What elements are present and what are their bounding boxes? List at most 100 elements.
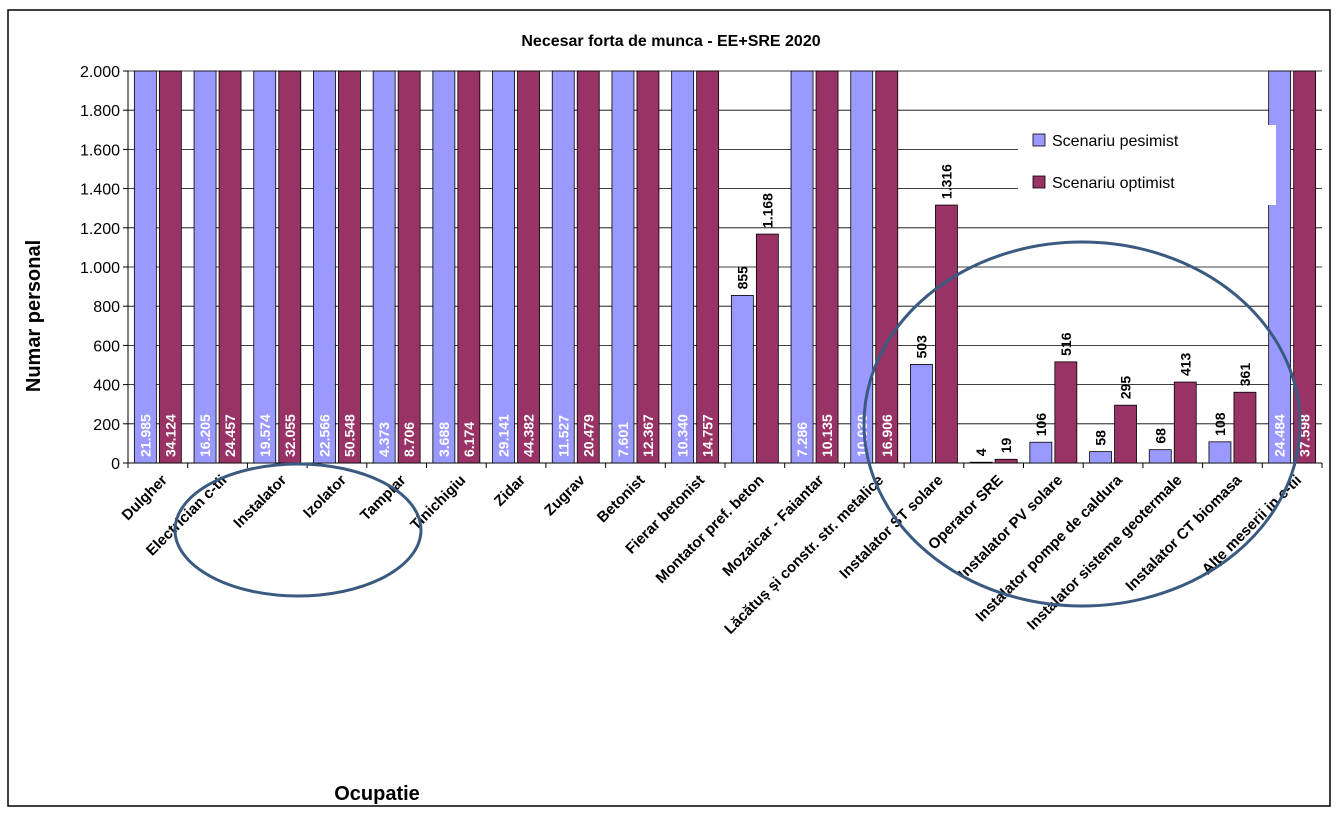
data-label: 108	[1212, 412, 1228, 436]
data-label: 7.601	[615, 422, 631, 457]
data-label: 50.548	[341, 414, 357, 457]
bar-pesimist	[1029, 441, 1053, 464]
y-tick-label: 2.000	[80, 64, 120, 81]
bar-pesimist	[1148, 449, 1172, 464]
data-label: 503	[913, 335, 929, 359]
data-label: 10.135	[819, 414, 835, 457]
y-tick-label: 600	[93, 338, 120, 355]
data-label: 14.757	[700, 414, 716, 457]
data-label: 4	[973, 448, 989, 456]
legend: Scenariu pesimist Scenariu optimist	[1018, 125, 1276, 205]
data-label: 295	[1118, 376, 1134, 400]
data-label: 19.574	[257, 414, 273, 457]
y-tick-label: 800	[93, 299, 120, 316]
legend-swatch-optimist	[1032, 175, 1046, 189]
data-label: 19	[998, 437, 1014, 453]
data-label: 1.316	[938, 164, 954, 199]
bar-pesimist	[850, 70, 874, 464]
bar-optimist	[158, 70, 182, 464]
highlight-annotations	[173, 240, 1302, 608]
bar-pesimist	[730, 295, 754, 464]
bar-pesimist	[551, 70, 575, 464]
bar-pesimist	[910, 364, 933, 464]
data-label: 7.286	[794, 422, 810, 457]
bar-pesimist	[1208, 441, 1232, 464]
bar-pesimist	[193, 70, 217, 464]
bar-pesimist	[492, 70, 515, 464]
bar-optimist	[875, 70, 899, 464]
data-label: 4.373	[376, 422, 392, 457]
data-label: 22.566	[316, 414, 332, 457]
y-axis-title: Numar personal	[23, 240, 45, 392]
bar-optimist	[517, 70, 540, 464]
data-label: 1.168	[759, 193, 775, 228]
bar-optimist	[397, 70, 421, 464]
data-label: 6.174	[461, 422, 477, 457]
data-label: 24.484	[1272, 414, 1288, 457]
bar-optimist	[755, 233, 779, 464]
data-label: 20.479	[580, 414, 596, 457]
data-label: 34.124	[162, 414, 178, 457]
y-tick-label: 400	[93, 378, 120, 395]
data-label: 3.688	[436, 422, 452, 457]
bar-pesimist	[372, 70, 396, 464]
data-label: 32.055	[282, 414, 298, 457]
data-label: 12.367	[640, 414, 656, 457]
data-label: 10.340	[675, 414, 691, 457]
y-tick-label: 0	[111, 456, 120, 473]
legend-label-optimist: Scenariu optimist	[1052, 175, 1175, 192]
x-axis-title: Ocupatie	[334, 783, 420, 805]
y-tick-label: 1.600	[80, 142, 120, 159]
legend-label-pesimist: Scenariu pesimist	[1052, 133, 1179, 150]
data-label: 413	[1177, 352, 1193, 376]
data-label: 8.706	[401, 422, 417, 457]
highlight-ellipse-left	[173, 462, 423, 598]
bar-optimist	[278, 70, 302, 464]
data-label: 361	[1237, 363, 1253, 387]
data-label: 11.527	[555, 415, 571, 457]
bar-optimist	[636, 70, 660, 464]
data-label: 16.906	[879, 414, 895, 457]
y-tick-label: 1.400	[80, 182, 120, 199]
y-tick-label: 1.200	[80, 221, 120, 238]
bar-optimist	[457, 70, 481, 464]
y-tick-label: 1.000	[80, 260, 120, 277]
bar-pesimist	[253, 70, 277, 464]
bar-pesimist	[313, 70, 336, 464]
bar-optimist	[576, 70, 600, 464]
bar-optimist	[696, 70, 720, 464]
bar-optimist	[994, 458, 1018, 464]
legend-swatch-pesimist	[1032, 133, 1046, 147]
bar-pesimist	[790, 70, 814, 464]
bar-optimist	[218, 70, 242, 464]
y-tick-label: 200	[93, 417, 120, 434]
chart-title: Necesar forta de munca - EE+SRE 2020	[521, 33, 820, 50]
bar-pesimist	[671, 70, 695, 464]
bar-optimist	[935, 204, 958, 464]
bar-optimist	[1173, 381, 1197, 464]
data-label: 68	[1152, 428, 1168, 444]
bar-optimist	[815, 70, 839, 464]
bar-optimist	[338, 70, 361, 464]
bar-pesimist	[969, 461, 993, 464]
bar-pesimist	[133, 70, 157, 464]
data-label: 44.382	[521, 414, 537, 457]
bar-pesimist	[432, 70, 456, 464]
bar-optimist	[1054, 361, 1078, 464]
data-label: 21.985	[137, 414, 153, 457]
bar-optimist	[1114, 404, 1137, 464]
bar-pesimist	[611, 70, 635, 464]
data-label: 516	[1058, 332, 1074, 356]
data-label: 29.141	[496, 414, 512, 457]
data-label: 58	[1093, 430, 1109, 446]
data-label: 855	[734, 266, 750, 290]
data-label: 106	[1033, 413, 1049, 437]
highlight-ellipse-right	[862, 240, 1302, 608]
bar-optimist	[1293, 70, 1317, 464]
y-tick-label: 1.800	[80, 103, 120, 120]
bar-pesimist	[1089, 451, 1112, 464]
data-label: 16.205	[197, 414, 213, 457]
bar-optimist	[1233, 391, 1257, 464]
